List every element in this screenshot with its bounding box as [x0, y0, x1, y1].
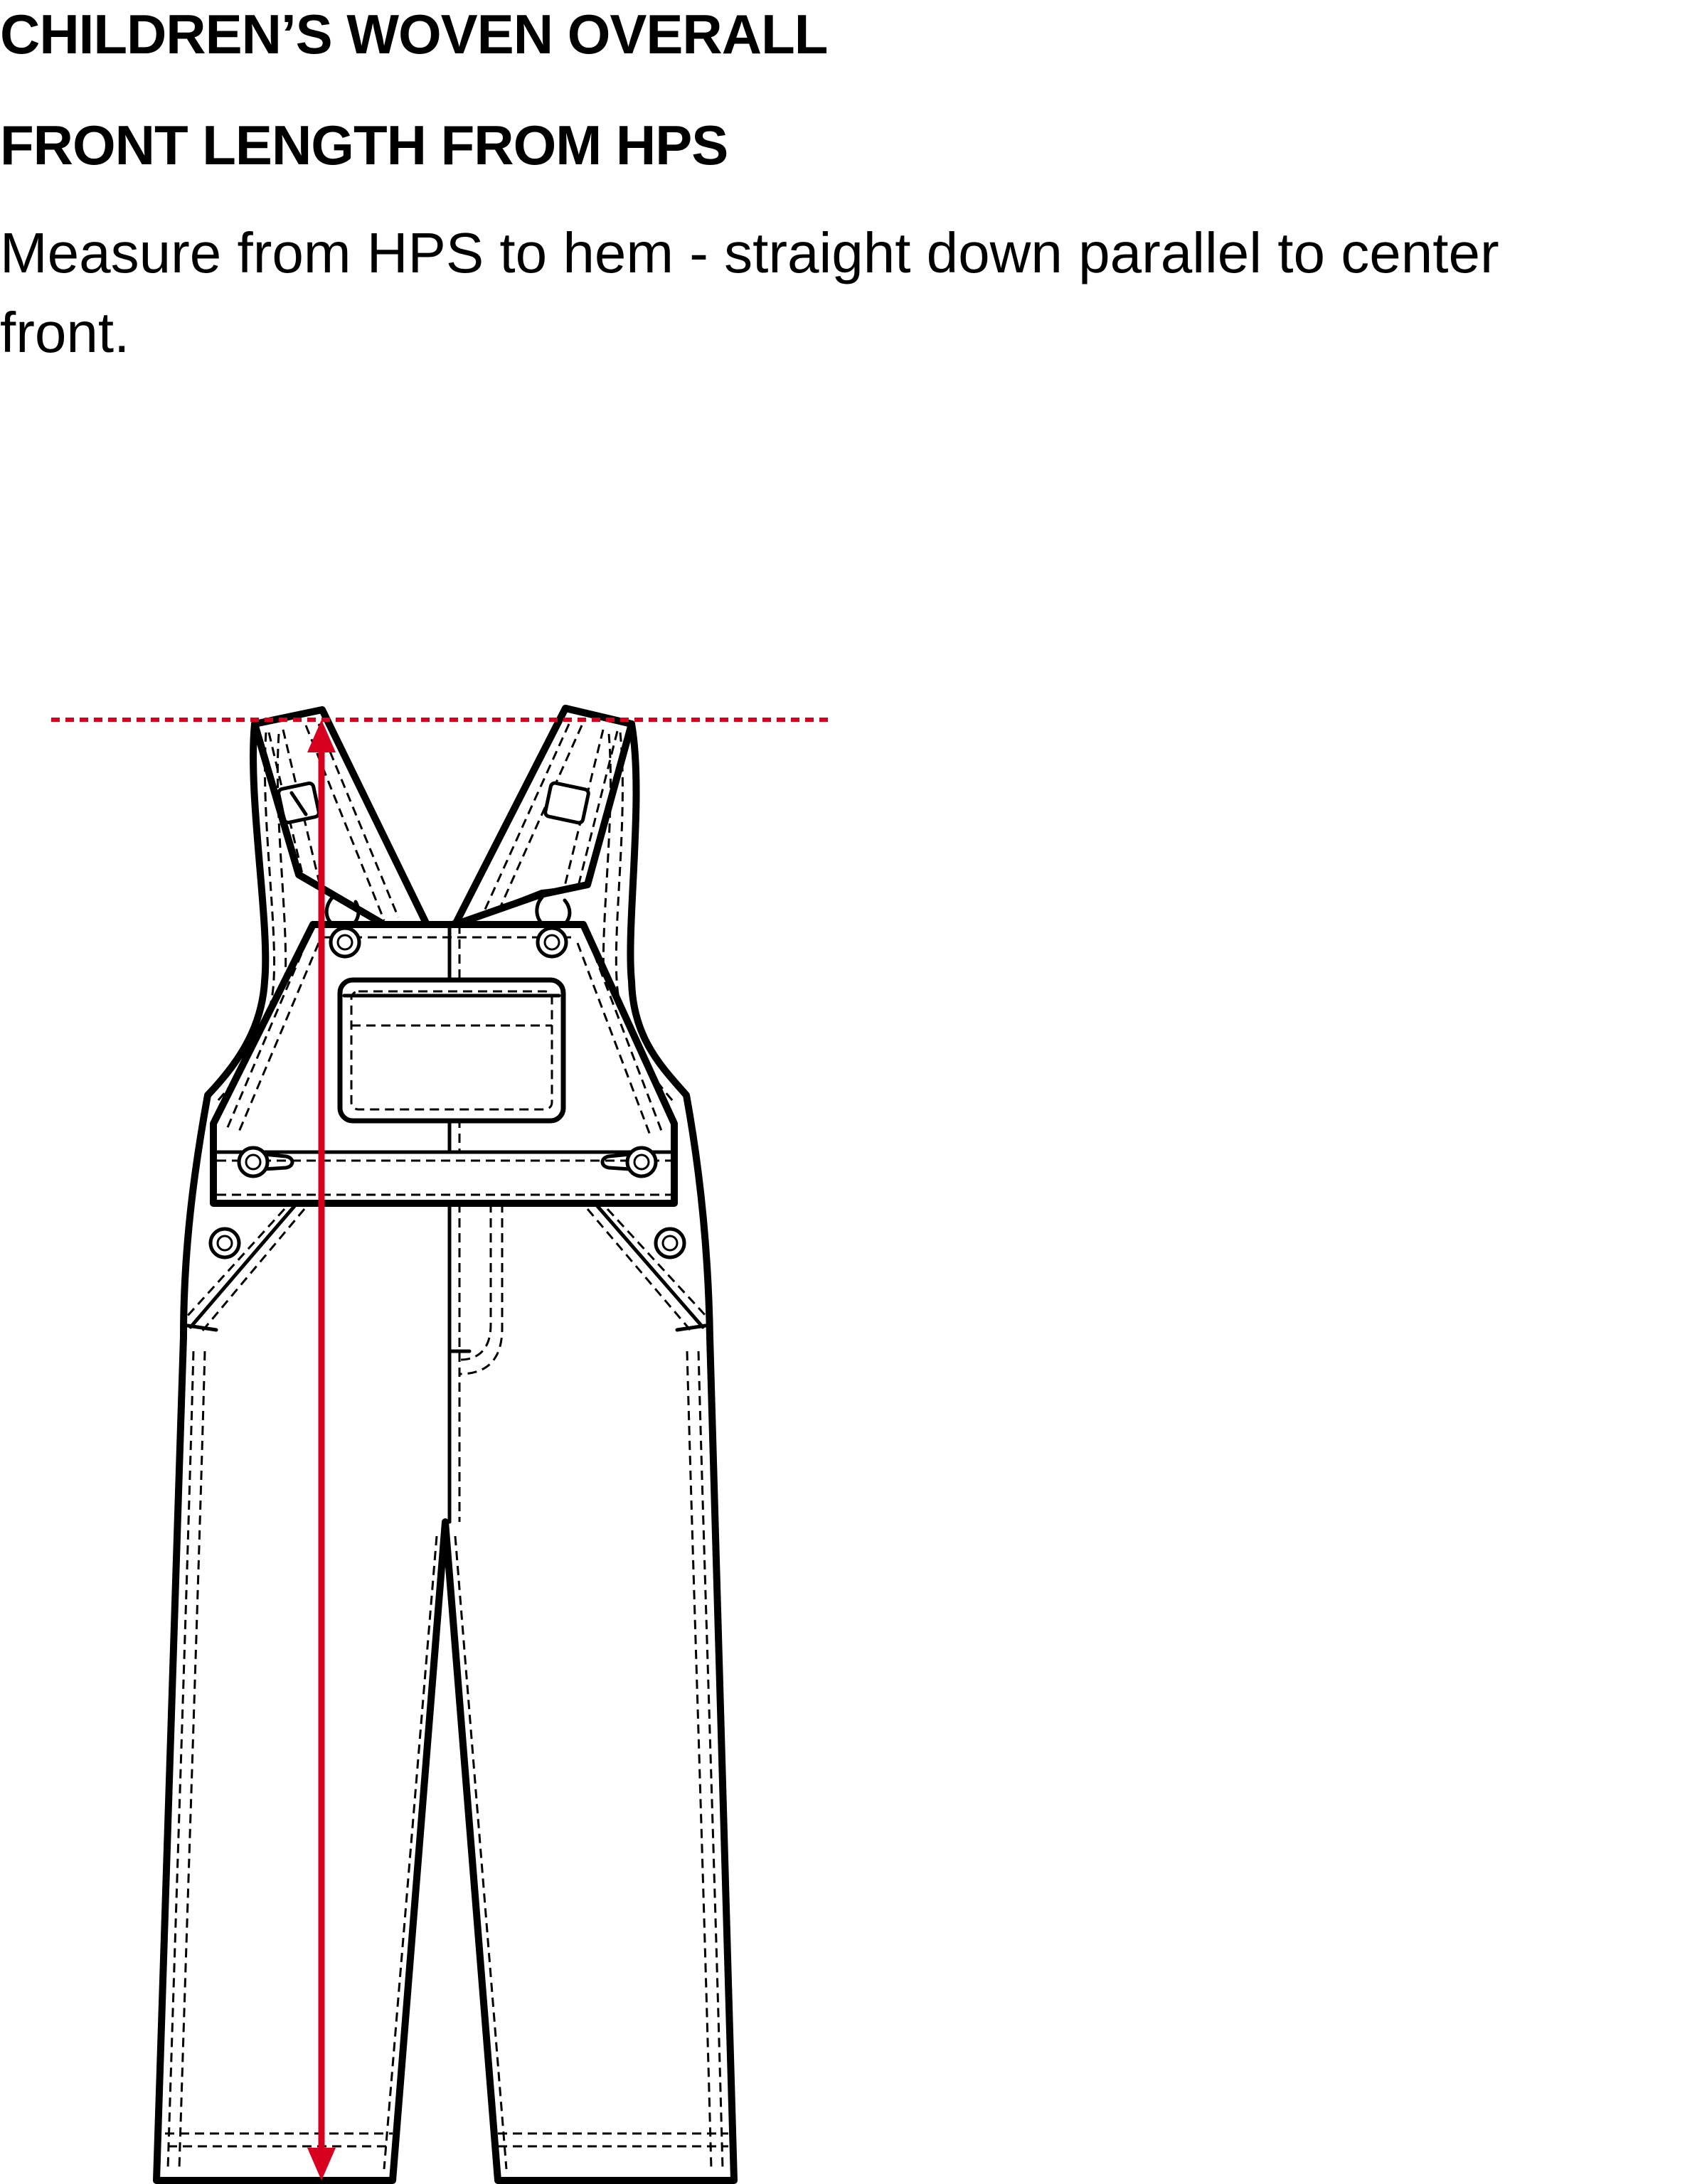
bib-pocket [337, 977, 566, 1124]
right-side-button [600, 1146, 658, 1178]
left-front-pocket [185, 1204, 306, 1332]
arrow-head-top [307, 720, 336, 752]
page-title: CHILDREN’S WOVEN OVERALL [0, 3, 828, 65]
right-bib-button [535, 895, 572, 959]
arrow-head-bottom [307, 2148, 336, 2180]
left-side-button [237, 1146, 294, 1178]
overall-diagram: .out { fill: #fff; stroke: #000; stroke-… [51, 705, 828, 2184]
measurement-name: FRONT LENGTH FROM HPS [0, 114, 728, 176]
right-strap-buckle [543, 781, 590, 825]
fly-placket [447, 1201, 504, 1524]
overall-body [153, 720, 738, 2184]
front-length-arrow [307, 720, 336, 2180]
right-front-pocket [586, 1204, 708, 1332]
measurement-instruction: Measure from HPS to hem - straight down … [0, 221, 1499, 364]
left-bib-button [324, 894, 361, 959]
